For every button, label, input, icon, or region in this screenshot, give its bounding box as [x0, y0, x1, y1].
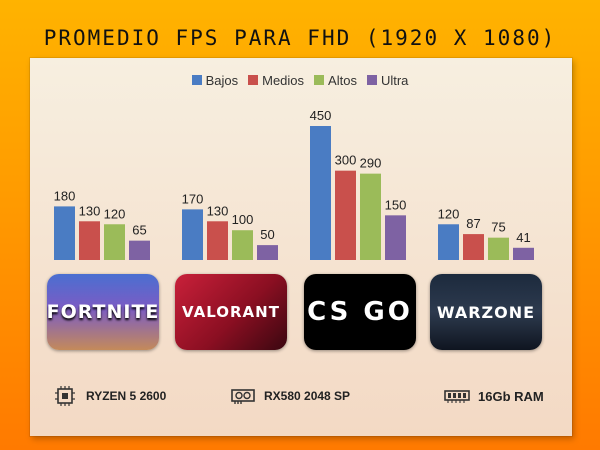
data-label: 65 [132, 223, 146, 238]
legend-swatch [366, 75, 377, 85]
data-label: 75 [491, 220, 505, 235]
legend-item-ultra: Ultra [366, 71, 409, 89]
legend-swatch [191, 75, 202, 85]
bar-ultra-2 [385, 215, 406, 260]
csgo-logo: CS GO [304, 274, 416, 350]
fortnite-logo: FORTNITE [47, 274, 159, 350]
valorant-logo-text: VALORANT [182, 303, 280, 321]
fortnite-logo-text: FORTNITE [47, 301, 159, 323]
cpu-label: RYZEN 5 2600 [86, 389, 167, 403]
legend-label: Ultra [380, 72, 409, 88]
cpu-spec: RYZEN 5 2600 [52, 386, 166, 406]
data-label: 50 [260, 227, 274, 242]
bar-altos-0 [104, 224, 125, 260]
data-label: 87 [466, 216, 480, 231]
ram-spec: 16Gb RAM [444, 386, 544, 406]
graphics-card-icon [231, 389, 255, 404]
bar-altos-3 [488, 237, 509, 260]
data-label: 300 [335, 153, 357, 168]
legend-item-bajos: Bajos [191, 71, 239, 89]
bar-medios-2 [335, 170, 356, 260]
data-label: 290 [360, 156, 382, 171]
bar-ultra-1 [257, 245, 278, 260]
bar-ultra-0 [129, 240, 150, 260]
data-label: 41 [516, 230, 530, 245]
gpu-label: RX580 2048 SP [264, 389, 351, 403]
bar-medios-0 [79, 221, 100, 260]
bar-medios-1 [207, 221, 228, 260]
data-label: 170 [182, 191, 204, 206]
data-label: 120 [104, 206, 126, 221]
legend-item-medios: Medios [248, 71, 304, 89]
ram-label: 16Gb RAM [478, 388, 544, 404]
bar-bajos-3 [438, 224, 459, 260]
bar-bajos-1 [182, 209, 203, 260]
bar-bajos-2 [310, 126, 331, 260]
legend-label: Bajos [205, 72, 239, 88]
bar-medios-3 [463, 234, 484, 260]
data-label: 450 [310, 108, 332, 123]
chart-title: PROMEDIO FPS PARA FHD (1920 X 1080) [43, 26, 557, 50]
data-label: 180 [54, 188, 76, 203]
legend-label: Altos [328, 72, 357, 88]
chart-legend: Bajos Medios Altos Ultra [150, 71, 450, 89]
warzone-logo: WARZONE [430, 274, 542, 350]
valorant-logo: VALORANT [175, 274, 287, 350]
bar-bajos-0 [54, 206, 75, 260]
legend-label: Medios [262, 72, 305, 88]
bar-ultra-3 [513, 247, 534, 260]
data-label: 150 [385, 197, 407, 212]
csgo-logo-text: CS GO [307, 297, 413, 327]
bar-altos-1 [232, 230, 253, 260]
legend-swatch [248, 75, 259, 85]
legend-swatch [314, 75, 325, 85]
data-label: 130 [207, 203, 229, 218]
data-label: 100 [232, 212, 254, 227]
ram-stick-icon [444, 390, 470, 403]
data-label: 120 [438, 206, 460, 221]
cpu-chip-icon [55, 386, 75, 406]
legend-item-altos: Altos [314, 71, 357, 89]
bar-altos-2 [360, 173, 381, 260]
gpu-spec: RX580 2048 SP [230, 386, 350, 406]
warzone-logo-text: WARZONE [436, 302, 536, 322]
data-label: 130 [79, 203, 101, 218]
